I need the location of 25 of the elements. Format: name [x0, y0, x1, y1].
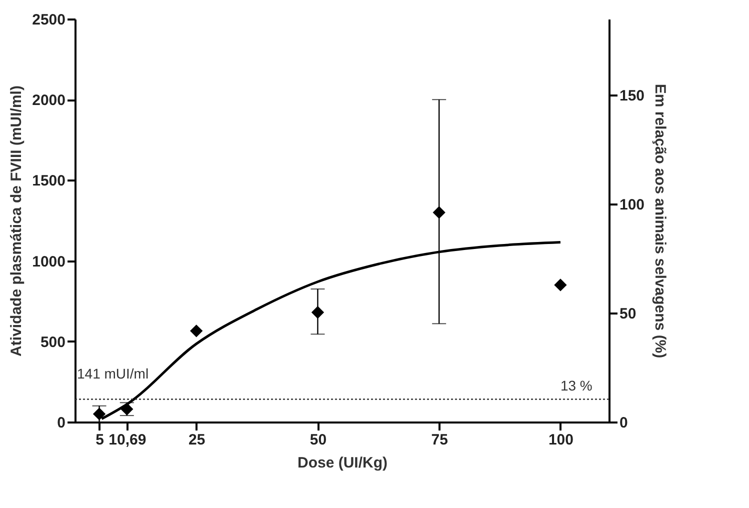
- y-tick-label: 500: [40, 334, 66, 351]
- y2-tick-label: 100: [620, 196, 645, 214]
- y2-tick-label: 150: [620, 88, 645, 105]
- y-tick-label: 1500: [32, 172, 66, 190]
- y-tick-label: 2500: [32, 12, 66, 28]
- annotation: 13 %: [560, 377, 592, 394]
- y-tick-label: 1000: [32, 253, 66, 270]
- y-axis-title: Atividade plasmática de FVIII (mUI/ml): [8, 86, 26, 356]
- point: [190, 324, 203, 338]
- x-tick-label: 100: [548, 432, 574, 448]
- point: [311, 306, 324, 319]
- point: [432, 206, 446, 219]
- x-tick-label: 75: [431, 432, 448, 448]
- x-tick-label: 5: [96, 432, 104, 448]
- y2-tick-label: 0: [620, 414, 628, 432]
- x-axis-title: Dose (UI/Kg): [298, 454, 388, 472]
- y-tick-label: 2000: [32, 92, 66, 110]
- y2-axis-title: Em relação aos animais selvagens (%): [652, 84, 669, 358]
- y-tick-label: 0: [57, 414, 66, 432]
- point: [554, 278, 567, 292]
- y2-tick-label: 50: [620, 306, 636, 323]
- x-tick-label: 50: [310, 432, 327, 448]
- x-tick-label: 10,69: [108, 432, 146, 448]
- x-tick-label: 25: [188, 432, 206, 448]
- ref-line-label: 141 mUI/ml: [77, 365, 149, 382]
